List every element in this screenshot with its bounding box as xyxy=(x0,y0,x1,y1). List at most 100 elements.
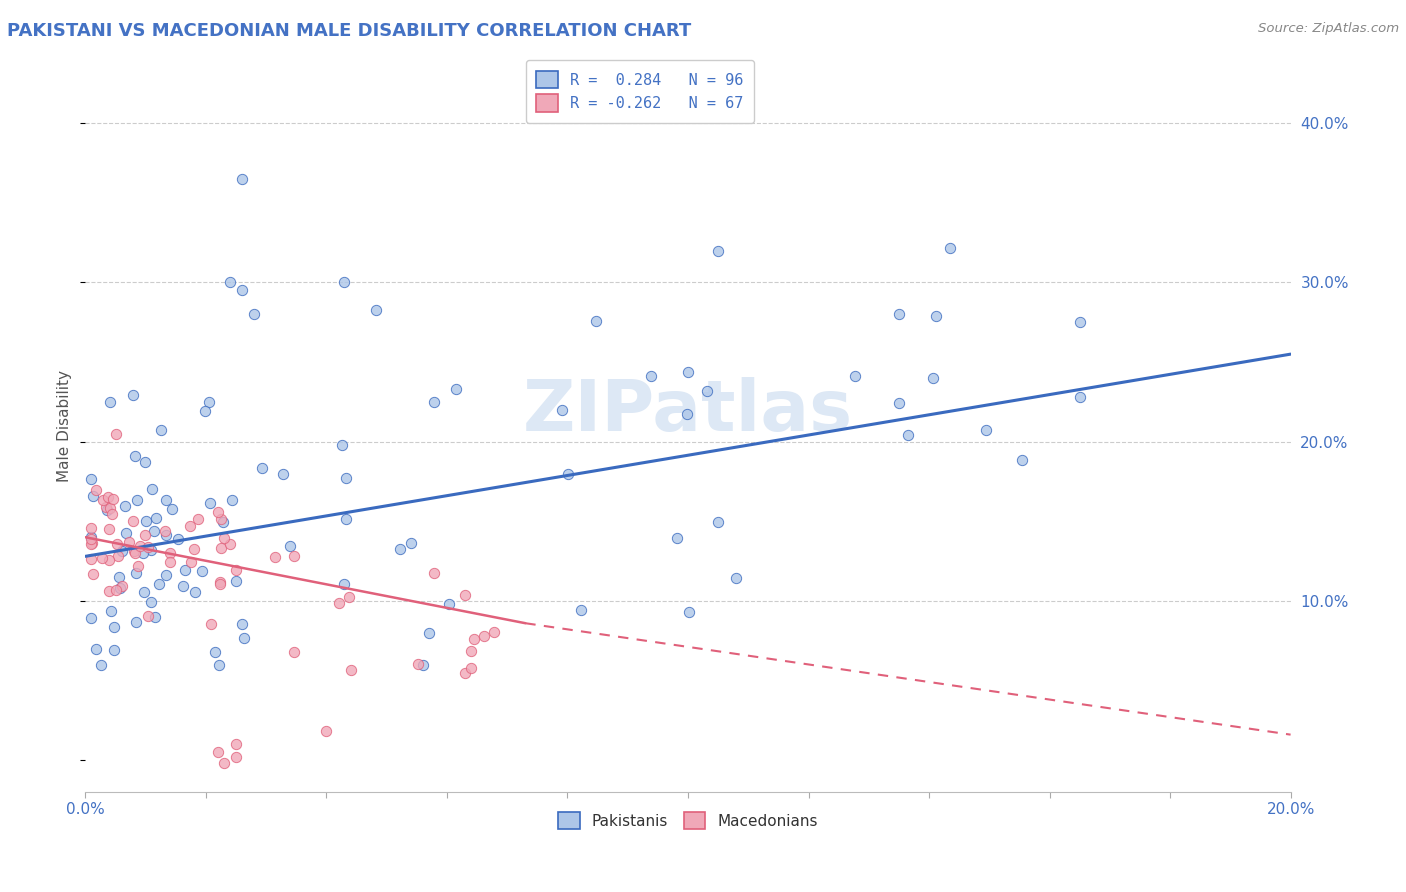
Point xyxy=(187,512,209,526)
Point xyxy=(198,496,221,510)
Point xyxy=(204,645,226,659)
Point xyxy=(105,537,128,551)
Point xyxy=(100,604,122,618)
Point xyxy=(80,532,103,546)
Point xyxy=(221,493,243,508)
Point xyxy=(101,507,124,521)
Point xyxy=(460,644,482,658)
Point xyxy=(406,657,429,672)
Point xyxy=(337,590,360,604)
Point xyxy=(219,537,242,551)
Point xyxy=(104,583,127,598)
Point xyxy=(278,539,301,553)
Point xyxy=(569,602,592,616)
Point xyxy=(148,577,170,591)
Point xyxy=(124,615,146,629)
Point xyxy=(412,657,434,672)
Point xyxy=(139,543,162,558)
Point xyxy=(136,609,159,624)
Point xyxy=(271,467,294,481)
Point xyxy=(80,520,103,534)
Point xyxy=(121,514,143,528)
Point xyxy=(90,657,112,672)
Point xyxy=(98,500,121,515)
Point xyxy=(844,369,866,384)
Point xyxy=(460,661,482,675)
Point xyxy=(364,302,387,317)
Point xyxy=(328,596,350,610)
Text: PAKISTANI VS MACEDONIAN MALE DISABILITY CORRELATION CHART: PAKISTANI VS MACEDONIAN MALE DISABILITY … xyxy=(7,22,692,40)
Point xyxy=(124,449,146,463)
Point xyxy=(231,284,253,298)
Point xyxy=(103,620,125,634)
Point xyxy=(696,384,718,398)
Point xyxy=(80,537,103,551)
Point xyxy=(190,564,212,578)
Point xyxy=(82,489,104,503)
Point xyxy=(96,503,118,517)
Point xyxy=(125,566,148,580)
Point xyxy=(160,502,183,516)
Point xyxy=(225,563,247,577)
Point xyxy=(250,461,273,475)
Y-axis label: Male Disability: Male Disability xyxy=(58,370,72,482)
Point xyxy=(283,549,305,563)
Point xyxy=(93,492,115,507)
Point xyxy=(209,541,232,556)
Point xyxy=(724,571,747,585)
Point xyxy=(180,555,202,569)
Point xyxy=(399,536,422,550)
Point xyxy=(974,423,997,437)
Point xyxy=(183,541,205,556)
Point xyxy=(80,610,103,624)
Point xyxy=(678,605,700,619)
Point xyxy=(233,631,256,645)
Point xyxy=(114,499,136,513)
Point xyxy=(98,553,121,567)
Point xyxy=(91,551,114,566)
Point xyxy=(263,549,285,564)
Point xyxy=(212,756,235,771)
Point xyxy=(243,307,266,321)
Point xyxy=(209,512,232,526)
Point xyxy=(132,585,155,599)
Point xyxy=(939,241,962,255)
Point xyxy=(207,505,229,519)
Point xyxy=(115,526,138,541)
Point xyxy=(418,626,440,640)
Point xyxy=(82,566,104,581)
Point xyxy=(172,579,194,593)
Point xyxy=(111,544,134,558)
Point xyxy=(676,407,699,421)
Point xyxy=(1011,453,1033,467)
Point xyxy=(887,396,910,410)
Point xyxy=(98,584,121,599)
Point xyxy=(463,632,485,646)
Point xyxy=(209,576,232,591)
Point xyxy=(454,588,477,602)
Point xyxy=(108,570,131,584)
Point xyxy=(136,540,159,554)
Point xyxy=(97,490,120,504)
Point xyxy=(132,546,155,560)
Point xyxy=(283,645,305,659)
Point xyxy=(159,546,181,560)
Point xyxy=(208,657,231,672)
Point xyxy=(676,365,699,379)
Point xyxy=(557,467,579,481)
Point xyxy=(422,395,444,409)
Point xyxy=(335,512,357,526)
Point xyxy=(225,737,247,751)
Point xyxy=(197,394,219,409)
Point xyxy=(103,492,125,507)
Point xyxy=(389,541,412,556)
Point xyxy=(231,616,253,631)
Point xyxy=(183,585,205,599)
Point xyxy=(484,625,506,640)
Point xyxy=(194,404,217,418)
Point xyxy=(104,426,127,441)
Point xyxy=(155,528,177,542)
Point xyxy=(925,310,948,324)
Point xyxy=(551,403,574,417)
Point xyxy=(315,724,337,739)
